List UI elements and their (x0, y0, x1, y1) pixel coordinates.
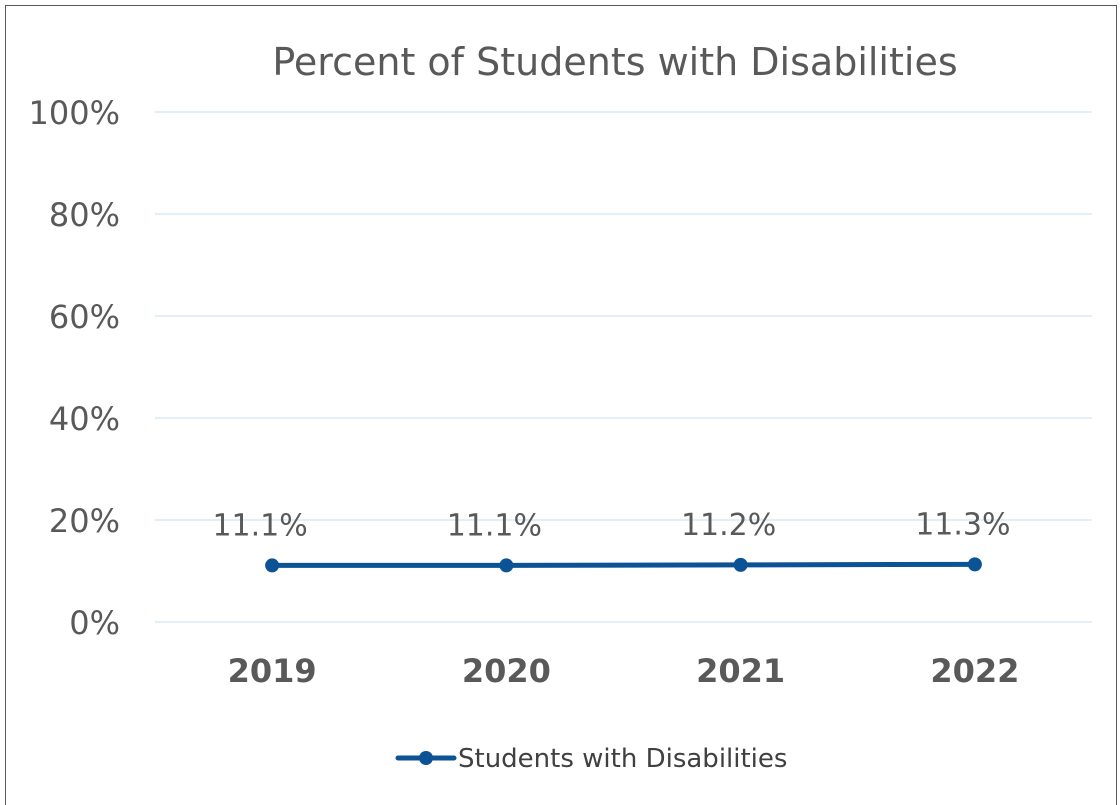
x-tick-label: 2021 (696, 652, 785, 690)
data-label: 11.1% (447, 508, 542, 543)
y-axis-ticks: 0% 20% 40% 60% 80% 100% (29, 94, 120, 642)
data-label: 11.1% (212, 508, 307, 543)
data-point (499, 558, 514, 573)
x-tick-label: 2020 (462, 652, 551, 690)
y-tick-label: 20% (49, 502, 120, 540)
y-tick-label: 100% (29, 94, 120, 132)
y-tick-label: 0% (69, 604, 120, 642)
data-point (967, 557, 982, 572)
series-line-layer (265, 557, 982, 573)
chart-title: Percent of Students with Disabilities (272, 40, 957, 84)
chart-frame (5, 5, 1117, 805)
legend-point-marker (419, 751, 433, 765)
data-label: 11.3% (915, 507, 1010, 542)
data-point (733, 557, 748, 572)
y-tick-label: 40% (49, 400, 120, 438)
y-tick-label: 60% (49, 298, 120, 336)
legend: Students with Disabilities (395, 744, 787, 774)
y-tick-label: 80% (49, 196, 120, 234)
data-labels: 11.1% 11.1% 11.2% 11.3% (212, 507, 1010, 543)
x-tick-label: 2019 (228, 652, 317, 690)
x-axis-ticks: 2019 2020 2021 2022 (228, 652, 1020, 690)
data-label: 11.2% (681, 508, 776, 543)
x-tick-label: 2022 (930, 652, 1019, 690)
data-point (265, 558, 280, 573)
legend-series-label: Students with Disabilities (458, 744, 787, 774)
series-line (269, 561, 978, 568)
gridlines (155, 111, 1092, 623)
